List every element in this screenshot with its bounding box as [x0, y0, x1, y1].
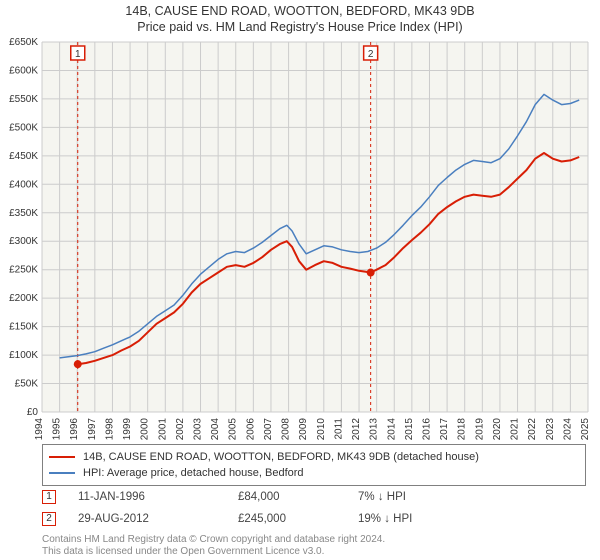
svg-text:£500K: £500K	[9, 122, 38, 133]
svg-text:£600K: £600K	[9, 65, 38, 76]
sale-price: £84,000	[238, 491, 358, 503]
svg-text:2021: 2021	[510, 418, 521, 441]
title-main: 14B, CAUSE END ROAD, WOOTTON, BEDFORD, M…	[0, 4, 600, 18]
svg-text:£0: £0	[27, 407, 39, 418]
svg-text:£550K: £550K	[9, 94, 38, 105]
legend-swatch	[49, 472, 75, 474]
copyright-line: Contains HM Land Registry data © Crown c…	[42, 534, 385, 546]
svg-text:£50K: £50K	[15, 379, 39, 390]
copyright-line: This data is licensed under the Open Gov…	[42, 546, 385, 558]
svg-text:£400K: £400K	[9, 179, 38, 190]
svg-text:2005: 2005	[228, 418, 239, 441]
svg-text:£150K: £150K	[9, 322, 38, 333]
svg-text:£450K: £450K	[9, 151, 38, 162]
svg-text:2023: 2023	[545, 418, 556, 441]
svg-text:2003: 2003	[193, 418, 204, 441]
sale-date: 11-JAN-1996	[78, 491, 238, 503]
svg-text:2017: 2017	[439, 418, 450, 441]
sale-marker-box: 2	[42, 512, 56, 526]
chart-area: £0£50K£100K£150K£200K£250K£300K£350K£400…	[42, 42, 588, 412]
svg-text:2015: 2015	[404, 418, 415, 441]
title-sub: Price paid vs. HM Land Registry's House …	[0, 20, 600, 34]
svg-text:£200K: £200K	[9, 293, 38, 304]
title-block: 14B, CAUSE END ROAD, WOOTTON, BEDFORD, M…	[0, 0, 600, 34]
svg-text:2001: 2001	[157, 418, 168, 441]
chart-svg: £0£50K£100K£150K£200K£250K£300K£350K£400…	[42, 42, 588, 412]
legend-label: HPI: Average price, detached house, Bedf…	[83, 465, 304, 481]
svg-text:1995: 1995	[52, 418, 63, 441]
svg-text:2000: 2000	[140, 418, 151, 441]
sale-diff: 19% ↓ HPI	[358, 513, 478, 525]
svg-text:2022: 2022	[527, 418, 538, 441]
svg-text:2014: 2014	[386, 418, 397, 441]
svg-text:£350K: £350K	[9, 208, 38, 219]
svg-text:1994: 1994	[34, 418, 45, 441]
sale-marker-box: 1	[42, 490, 56, 504]
svg-text:2011: 2011	[333, 418, 344, 440]
sale-diff: 7% ↓ HPI	[358, 491, 478, 503]
svg-text:2019: 2019	[474, 418, 485, 441]
sale-marker-num: 2	[46, 513, 52, 524]
svg-text:1996: 1996	[69, 418, 80, 441]
svg-text:£250K: £250K	[9, 265, 38, 276]
svg-text:2009: 2009	[298, 418, 309, 441]
legend-row: 14B, CAUSE END ROAD, WOOTTON, BEDFORD, M…	[49, 449, 579, 465]
svg-text:2012: 2012	[351, 418, 362, 441]
sale-marker-num: 1	[46, 491, 52, 502]
svg-text:2025: 2025	[580, 418, 591, 441]
copyright-block: Contains HM Land Registry data © Crown c…	[42, 534, 385, 558]
svg-text:2024: 2024	[562, 418, 573, 441]
svg-text:£100K: £100K	[9, 350, 38, 361]
svg-text:1: 1	[75, 49, 81, 60]
svg-text:1997: 1997	[87, 418, 98, 441]
svg-text:2004: 2004	[210, 418, 221, 441]
svg-text:1999: 1999	[122, 418, 133, 441]
legend-swatch	[49, 456, 75, 458]
svg-text:2020: 2020	[492, 418, 503, 441]
svg-text:2018: 2018	[457, 418, 468, 441]
svg-text:2008: 2008	[281, 418, 292, 441]
svg-text:£300K: £300K	[9, 236, 38, 247]
legend-row: HPI: Average price, detached house, Bedf…	[49, 465, 579, 481]
svg-text:2: 2	[368, 49, 374, 60]
legend-box: 14B, CAUSE END ROAD, WOOTTON, BEDFORD, M…	[42, 444, 586, 486]
svg-text:2013: 2013	[369, 418, 380, 441]
svg-text:2016: 2016	[421, 418, 432, 441]
sale-date: 29-AUG-2012	[78, 513, 238, 525]
svg-text:2007: 2007	[263, 418, 274, 441]
sale-row: 1 11-JAN-1996 £84,000 7% ↓ HPI	[42, 490, 586, 504]
svg-text:1998: 1998	[104, 418, 115, 441]
svg-text:2006: 2006	[245, 418, 256, 441]
legend-label: 14B, CAUSE END ROAD, WOOTTON, BEDFORD, M…	[83, 449, 479, 465]
svg-text:2010: 2010	[316, 418, 327, 441]
sale-price: £245,000	[238, 513, 358, 525]
sale-row: 2 29-AUG-2012 £245,000 19% ↓ HPI	[42, 512, 586, 526]
svg-text:2002: 2002	[175, 418, 186, 441]
svg-text:£650K: £650K	[9, 37, 38, 48]
